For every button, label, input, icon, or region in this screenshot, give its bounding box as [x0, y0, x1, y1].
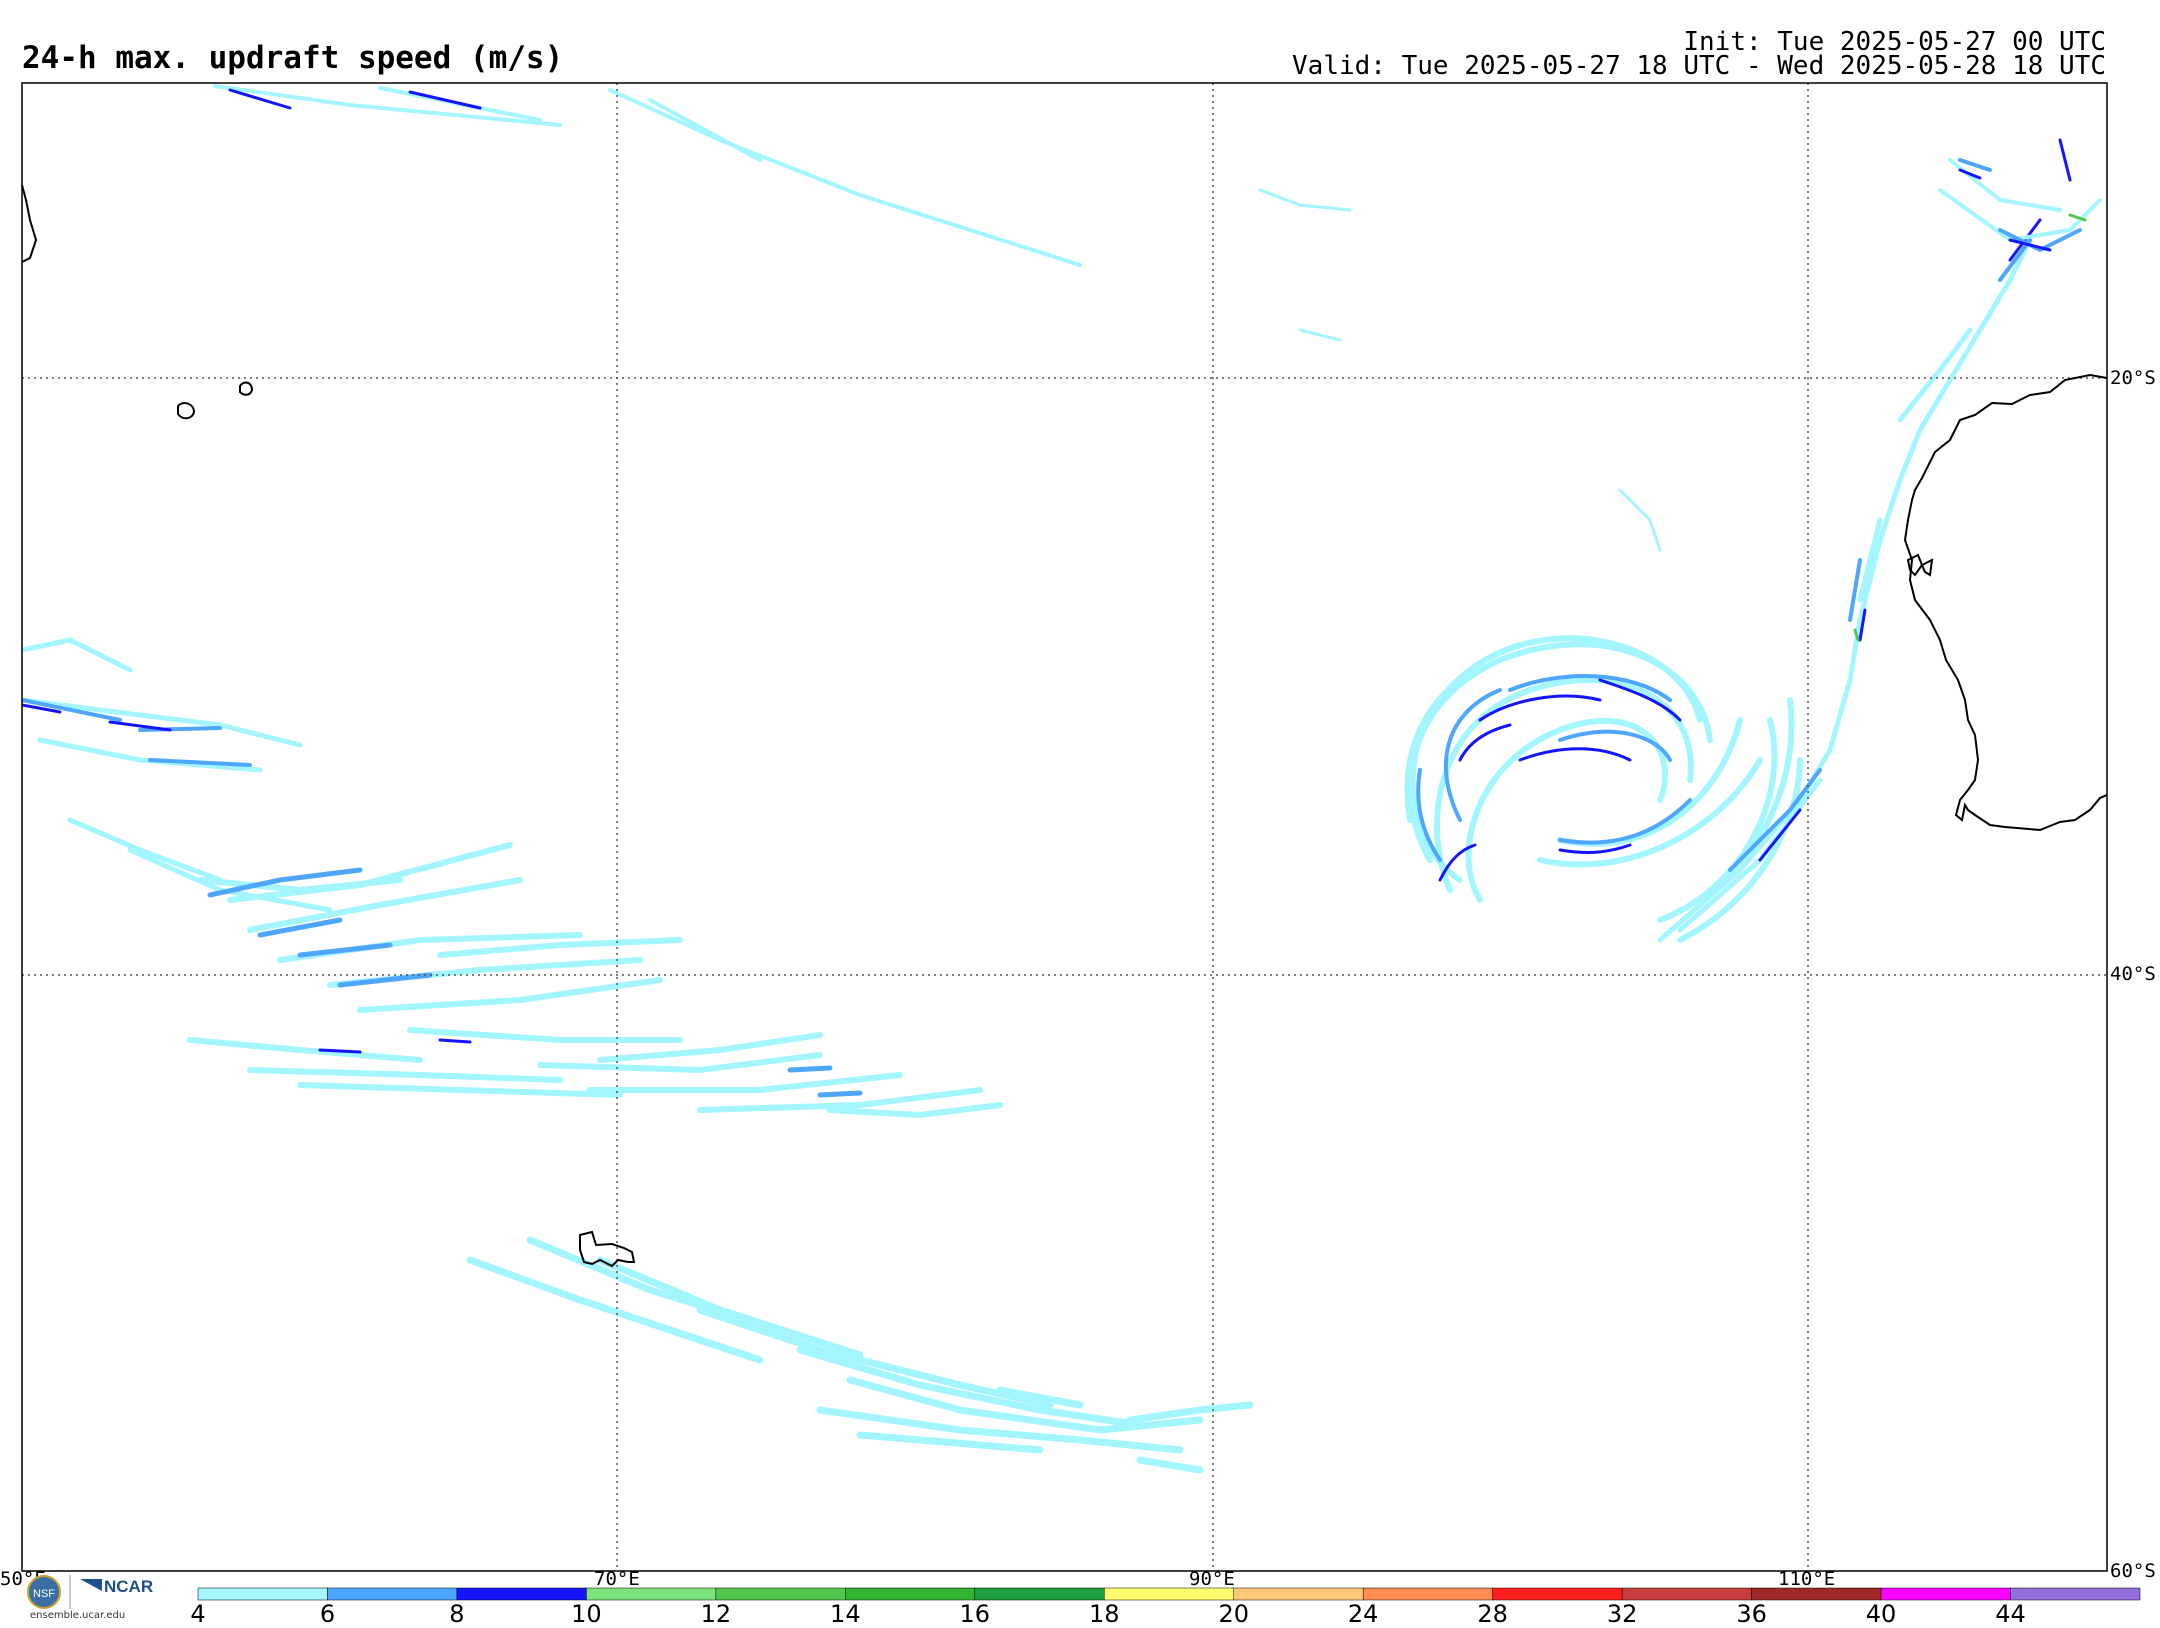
lon-label-90e: 90°E [1189, 1568, 1235, 1590]
colorbar-tick-label: 10 [571, 1600, 602, 1628]
colorbar-swatch [197, 1587, 328, 1601]
colorbar-tick-label: 18 [1088, 1600, 1120, 1628]
lon-label-110e: 110°E [1778, 1568, 1836, 1590]
colorbar-tick-label: 8 [449, 1600, 465, 1628]
colorbar-tick-label: 4 [190, 1600, 206, 1628]
colorbar-tick-label: 32 [1606, 1600, 1638, 1628]
ncar-logo: NCAR [104, 1577, 154, 1596]
init-time: Init: Tue 2025-05-27 00 UTC [1683, 27, 2106, 57]
colorbar-swatch [715, 1587, 846, 1601]
valid-time: Valid: Tue 2025-05-27 18 UTC - Wed 2025-… [1292, 51, 2106, 81]
colorbar-swatch [1492, 1587, 1623, 1601]
colorbar-tick-label: 14 [830, 1600, 861, 1628]
plot-frame [21, 82, 2108, 1572]
colorbar-tick-label: 40 [1865, 1600, 1897, 1628]
colorbar-swatch [1880, 1587, 2011, 1601]
colorbar-swatch [1233, 1587, 1364, 1601]
lat-label-40s: 40°S [2110, 963, 2156, 985]
colorbar-swatch [1621, 1587, 1752, 1601]
nsf-logo: NSF [27, 1575, 102, 1609]
map-title: 24-h max. updraft speed (m/s) [22, 40, 564, 76]
colorbar-tick-label: 20 [1218, 1600, 1249, 1628]
lat-label-20s: 20°S [2110, 367, 2156, 389]
colorbar [197, 1587, 2141, 1601]
colorbar-tick-label: 24 [1347, 1600, 1379, 1628]
colorbar-swatch [2010, 1587, 2141, 1601]
colorbar-swatch [327, 1587, 458, 1601]
colorbar-tick-label: 6 [319, 1600, 336, 1628]
colorbar-tick-label: 28 [1477, 1600, 1508, 1628]
coastlines [21, 184, 2108, 1268]
colorbar-swatch [456, 1587, 587, 1601]
colorbar-tick-label: 44 [1995, 1600, 2026, 1628]
colorbar-tick-label: 36 [1736, 1600, 1767, 1628]
colorbar-swatch [1362, 1587, 1493, 1601]
colorbar-swatch [974, 1587, 1105, 1601]
ensemble-url: ensemble.ucar.edu [30, 1610, 126, 1621]
colorbar-tick-label: 16 [959, 1600, 991, 1628]
graticule [22, 83, 2107, 1571]
updraft-swaths [22, 84, 2102, 1474]
colorbar-swatch [845, 1587, 976, 1601]
lat-label-60s: 60°S [2110, 1560, 2156, 1582]
colorbar-tick-label: 12 [700, 1600, 732, 1628]
lon-label-70e: 70°E [594, 1568, 640, 1590]
svg-text:NSF: NSF [33, 1588, 55, 1600]
